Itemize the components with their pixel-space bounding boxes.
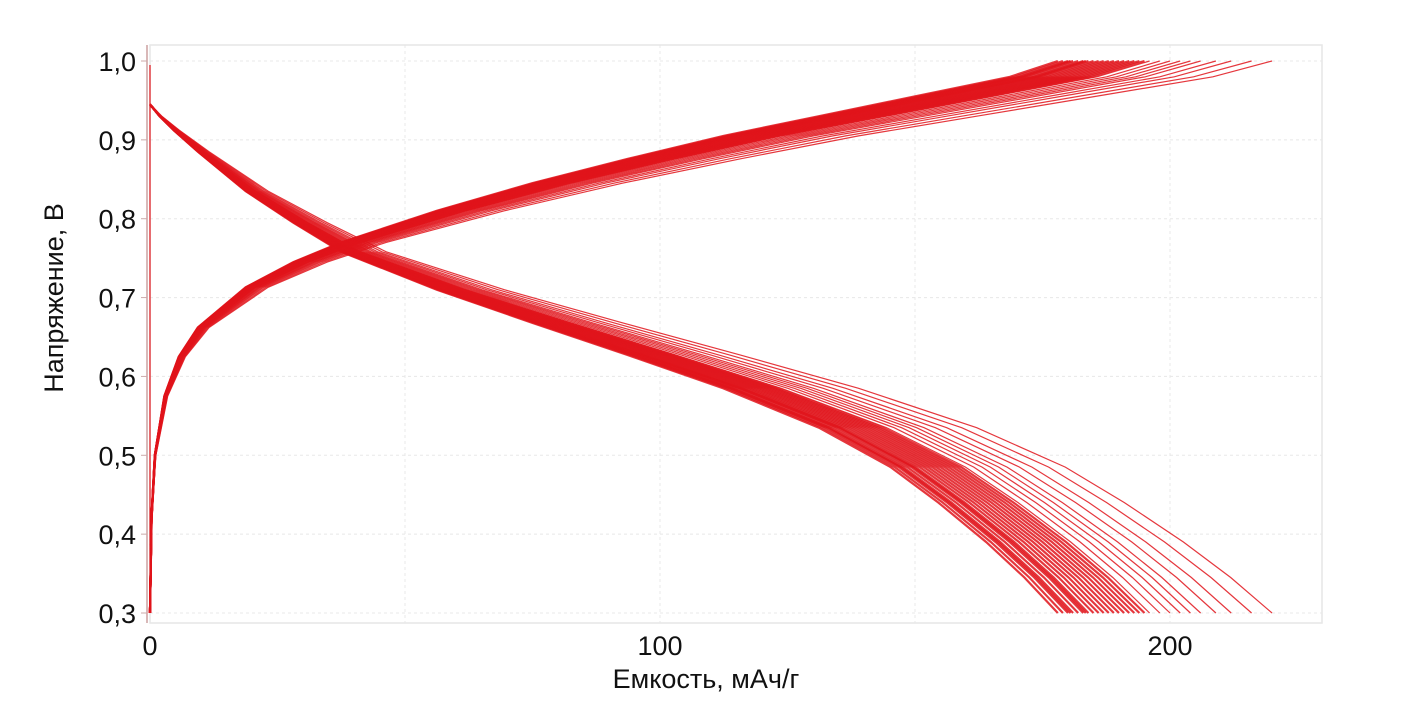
y-tick-label: 0,7 <box>98 284 136 314</box>
y-ticks: 1,0 0,9 0,8 0,7 0,6 0,5 0,4 0,3 <box>98 47 147 629</box>
charge-curve-cycle-27 <box>149 60 1217 614</box>
discharge-curve-cycle-29 <box>149 103 1252 614</box>
charge-curve-cycle-25 <box>149 60 1191 614</box>
discharge-curve-cycle-30 <box>149 103 1273 614</box>
x-tick-label: 0 <box>142 631 157 661</box>
charge-curve-cycle-30 <box>149 60 1273 614</box>
discharge-curve-cycle-10 <box>149 103 1095 614</box>
discharge-curve-cycle-13 <box>149 103 1110 614</box>
y-tick-label: 0,5 <box>98 441 136 471</box>
y-tick-label: 0,3 <box>98 599 136 629</box>
y-tick-label: 0,4 <box>98 520 136 550</box>
y-tick-label: 0,8 <box>98 205 136 235</box>
discharge-curve-cycle-28 <box>149 103 1232 614</box>
y-tick-label: 1,0 <box>98 47 136 77</box>
curves <box>148 59 1273 614</box>
plot-frame <box>149 44 1323 624</box>
x-ticks: 0 100 200 <box>142 631 1192 661</box>
y-tick-label: 0,6 <box>98 362 136 392</box>
charge-curve-cycle-11 <box>148 59 1099 614</box>
y-tick-label: 0,9 <box>98 126 136 156</box>
y-axis-label: Напряжение, В <box>39 203 69 393</box>
x-axis-label: Емкость, мАч/г <box>613 664 800 694</box>
x-tick-label: 200 <box>1147 631 1192 661</box>
grid <box>150 45 1322 623</box>
x-tick-label: 100 <box>637 631 682 661</box>
charge-curve-cycle-9 <box>148 59 1089 614</box>
